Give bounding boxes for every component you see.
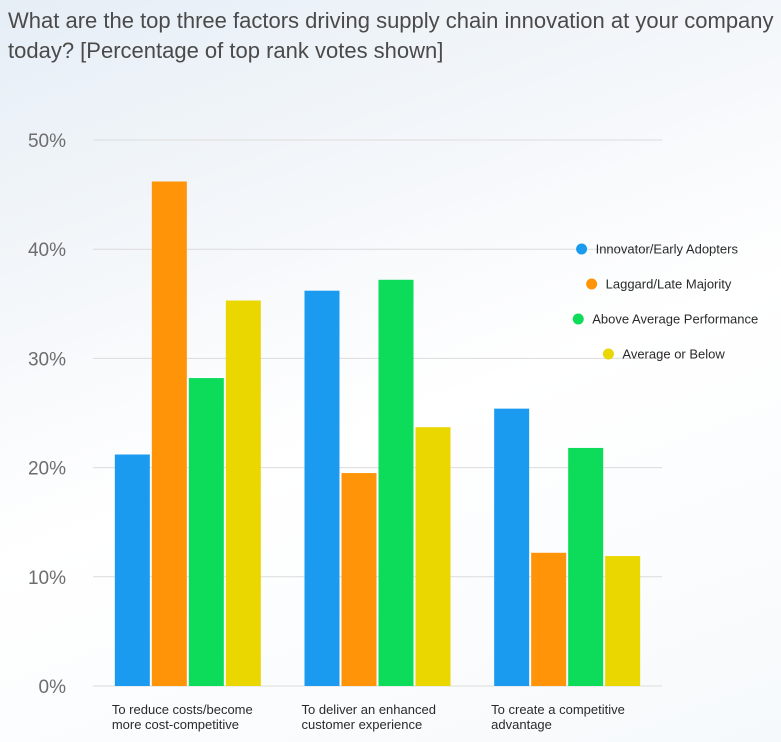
legend-label: Average or Below — [622, 347, 725, 362]
legend-label: Above Average Performance — [592, 312, 758, 327]
bar — [188, 378, 224, 686]
bar — [378, 279, 414, 686]
bar — [568, 447, 604, 686]
y-axis: 0% 10% 20% 30% 40% 50% — [28, 131, 66, 698]
bar — [605, 556, 641, 686]
bar — [531, 552, 567, 686]
bar — [151, 181, 187, 686]
x-axis: To reduce costs/become more cost-competit… — [112, 702, 625, 732]
bar — [114, 454, 150, 686]
legend-label: Laggard/Late Majority — [606, 277, 732, 292]
bar — [341, 473, 377, 686]
chart-title: What are the top three factors driving s… — [8, 8, 774, 63]
bars — [114, 181, 641, 686]
y-tick-label: 0% — [39, 677, 67, 698]
legend-label: Innovator/Early Adopters — [596, 242, 739, 257]
legend-marker — [576, 243, 588, 255]
x-category-label: To create a competitive advantage — [491, 702, 625, 732]
y-tick-label: 30% — [28, 349, 66, 370]
bar — [225, 300, 261, 686]
y-tick-label: 10% — [28, 568, 66, 589]
y-tick-label: 40% — [28, 240, 66, 261]
bar — [494, 408, 530, 686]
x-category-label: To deliver an enhanced customer experienc… — [302, 702, 436, 732]
gridlines — [93, 139, 662, 687]
x-category-label: To reduce costs/become more cost-competit… — [112, 702, 253, 732]
y-tick-label: 20% — [28, 459, 66, 480]
legend: Innovator/Early Adopters Laggard/Late Maj… — [572, 242, 758, 362]
legend-marker — [586, 278, 598, 290]
legend-marker — [572, 313, 584, 325]
legend-marker — [602, 348, 614, 360]
bar — [304, 290, 340, 686]
bar — [415, 427, 451, 686]
y-tick-label: 50% — [28, 131, 66, 152]
